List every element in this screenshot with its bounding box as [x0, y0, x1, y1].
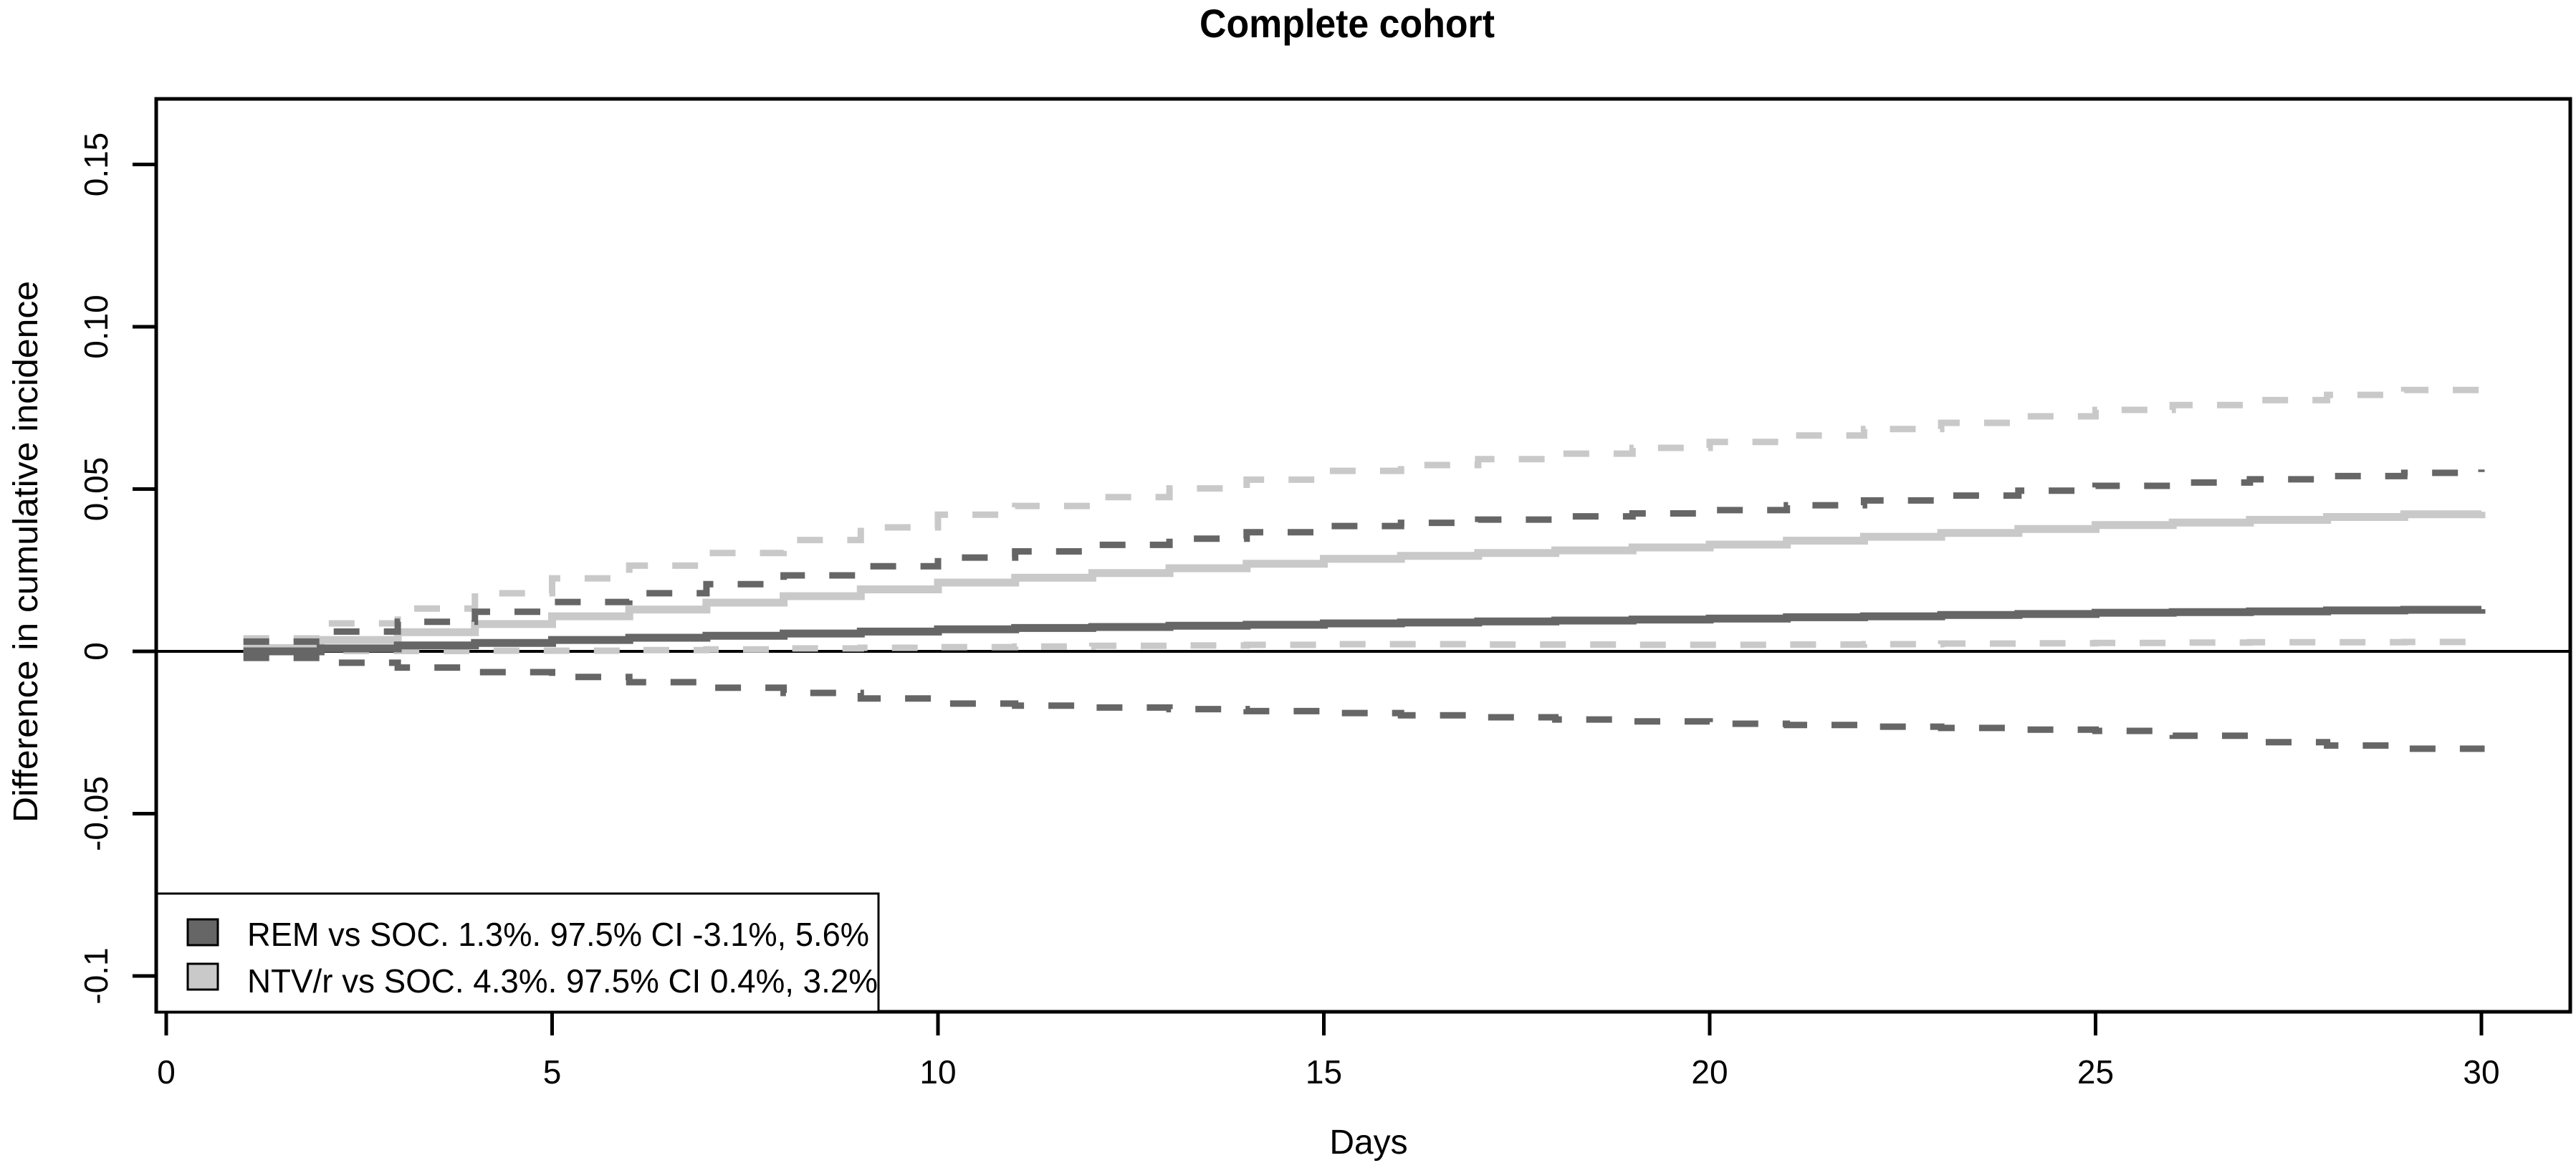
- legend-swatch-ntv: [186, 962, 219, 991]
- x-axis: 0 5 10 15 20 25 30: [157, 1012, 2500, 1091]
- series-line-rem-vs-soc-point-estimate: [243, 605, 2486, 656]
- series-line-ntv-r-vs-soc-point-estimate: [243, 510, 2486, 652]
- x-tick-label: 0: [157, 1053, 176, 1091]
- plot-box: [154, 97, 2572, 1014]
- legend-label-rem: REM vs SOC. 1.3%. 97.5% CI -3.1%, 5.6%: [247, 916, 869, 953]
- x-axis-title: Days: [1329, 1124, 1407, 1162]
- y-tick-label: 0.10: [77, 295, 115, 359]
- legend-swatch-rem: [186, 918, 219, 947]
- y-tick-label: 0: [77, 642, 115, 661]
- x-tick-label: 30: [2463, 1053, 2499, 1091]
- x-tick-label: 20: [1691, 1053, 1728, 1091]
- y-axis: 0.15 0.10 0.05 0 -0.05 -0.1: [77, 133, 156, 1005]
- series-line-rem-vs-soc-lower-97-5-ci: [243, 654, 2485, 752]
- x-tick-label: 5: [543, 1053, 562, 1091]
- y-tick-label: -0.05: [77, 776, 115, 851]
- y-tick-label: -0.1: [77, 947, 115, 1004]
- x-tick-label: 15: [1306, 1053, 1342, 1091]
- legend: REM vs SOC. 1.3%. 97.5% CI -3.1%, 5.6% N…: [155, 892, 880, 1013]
- y-tick-label: 0.05: [77, 457, 115, 522]
- x-tick-label: 25: [2077, 1053, 2114, 1091]
- series-lines: [243, 385, 2486, 752]
- x-tick-label: 10: [919, 1053, 956, 1091]
- y-tick-label: 0.15: [77, 133, 115, 197]
- series-line-ntv-r-vs-soc-upper-97-5-ci: [243, 385, 2485, 642]
- series-line-rem-vs-soc-upper-97-5-ci: [243, 469, 2485, 645]
- legend-label-ntv: NTV/r vs SOC. 4.3%. 97.5% CI 0.4%, 3.2%: [247, 962, 878, 1000]
- y-axis-title: Difference in cumulative incidence: [7, 281, 45, 823]
- legend-box: [155, 892, 880, 1013]
- chart-title: Complete cohort: [1200, 1, 1495, 46]
